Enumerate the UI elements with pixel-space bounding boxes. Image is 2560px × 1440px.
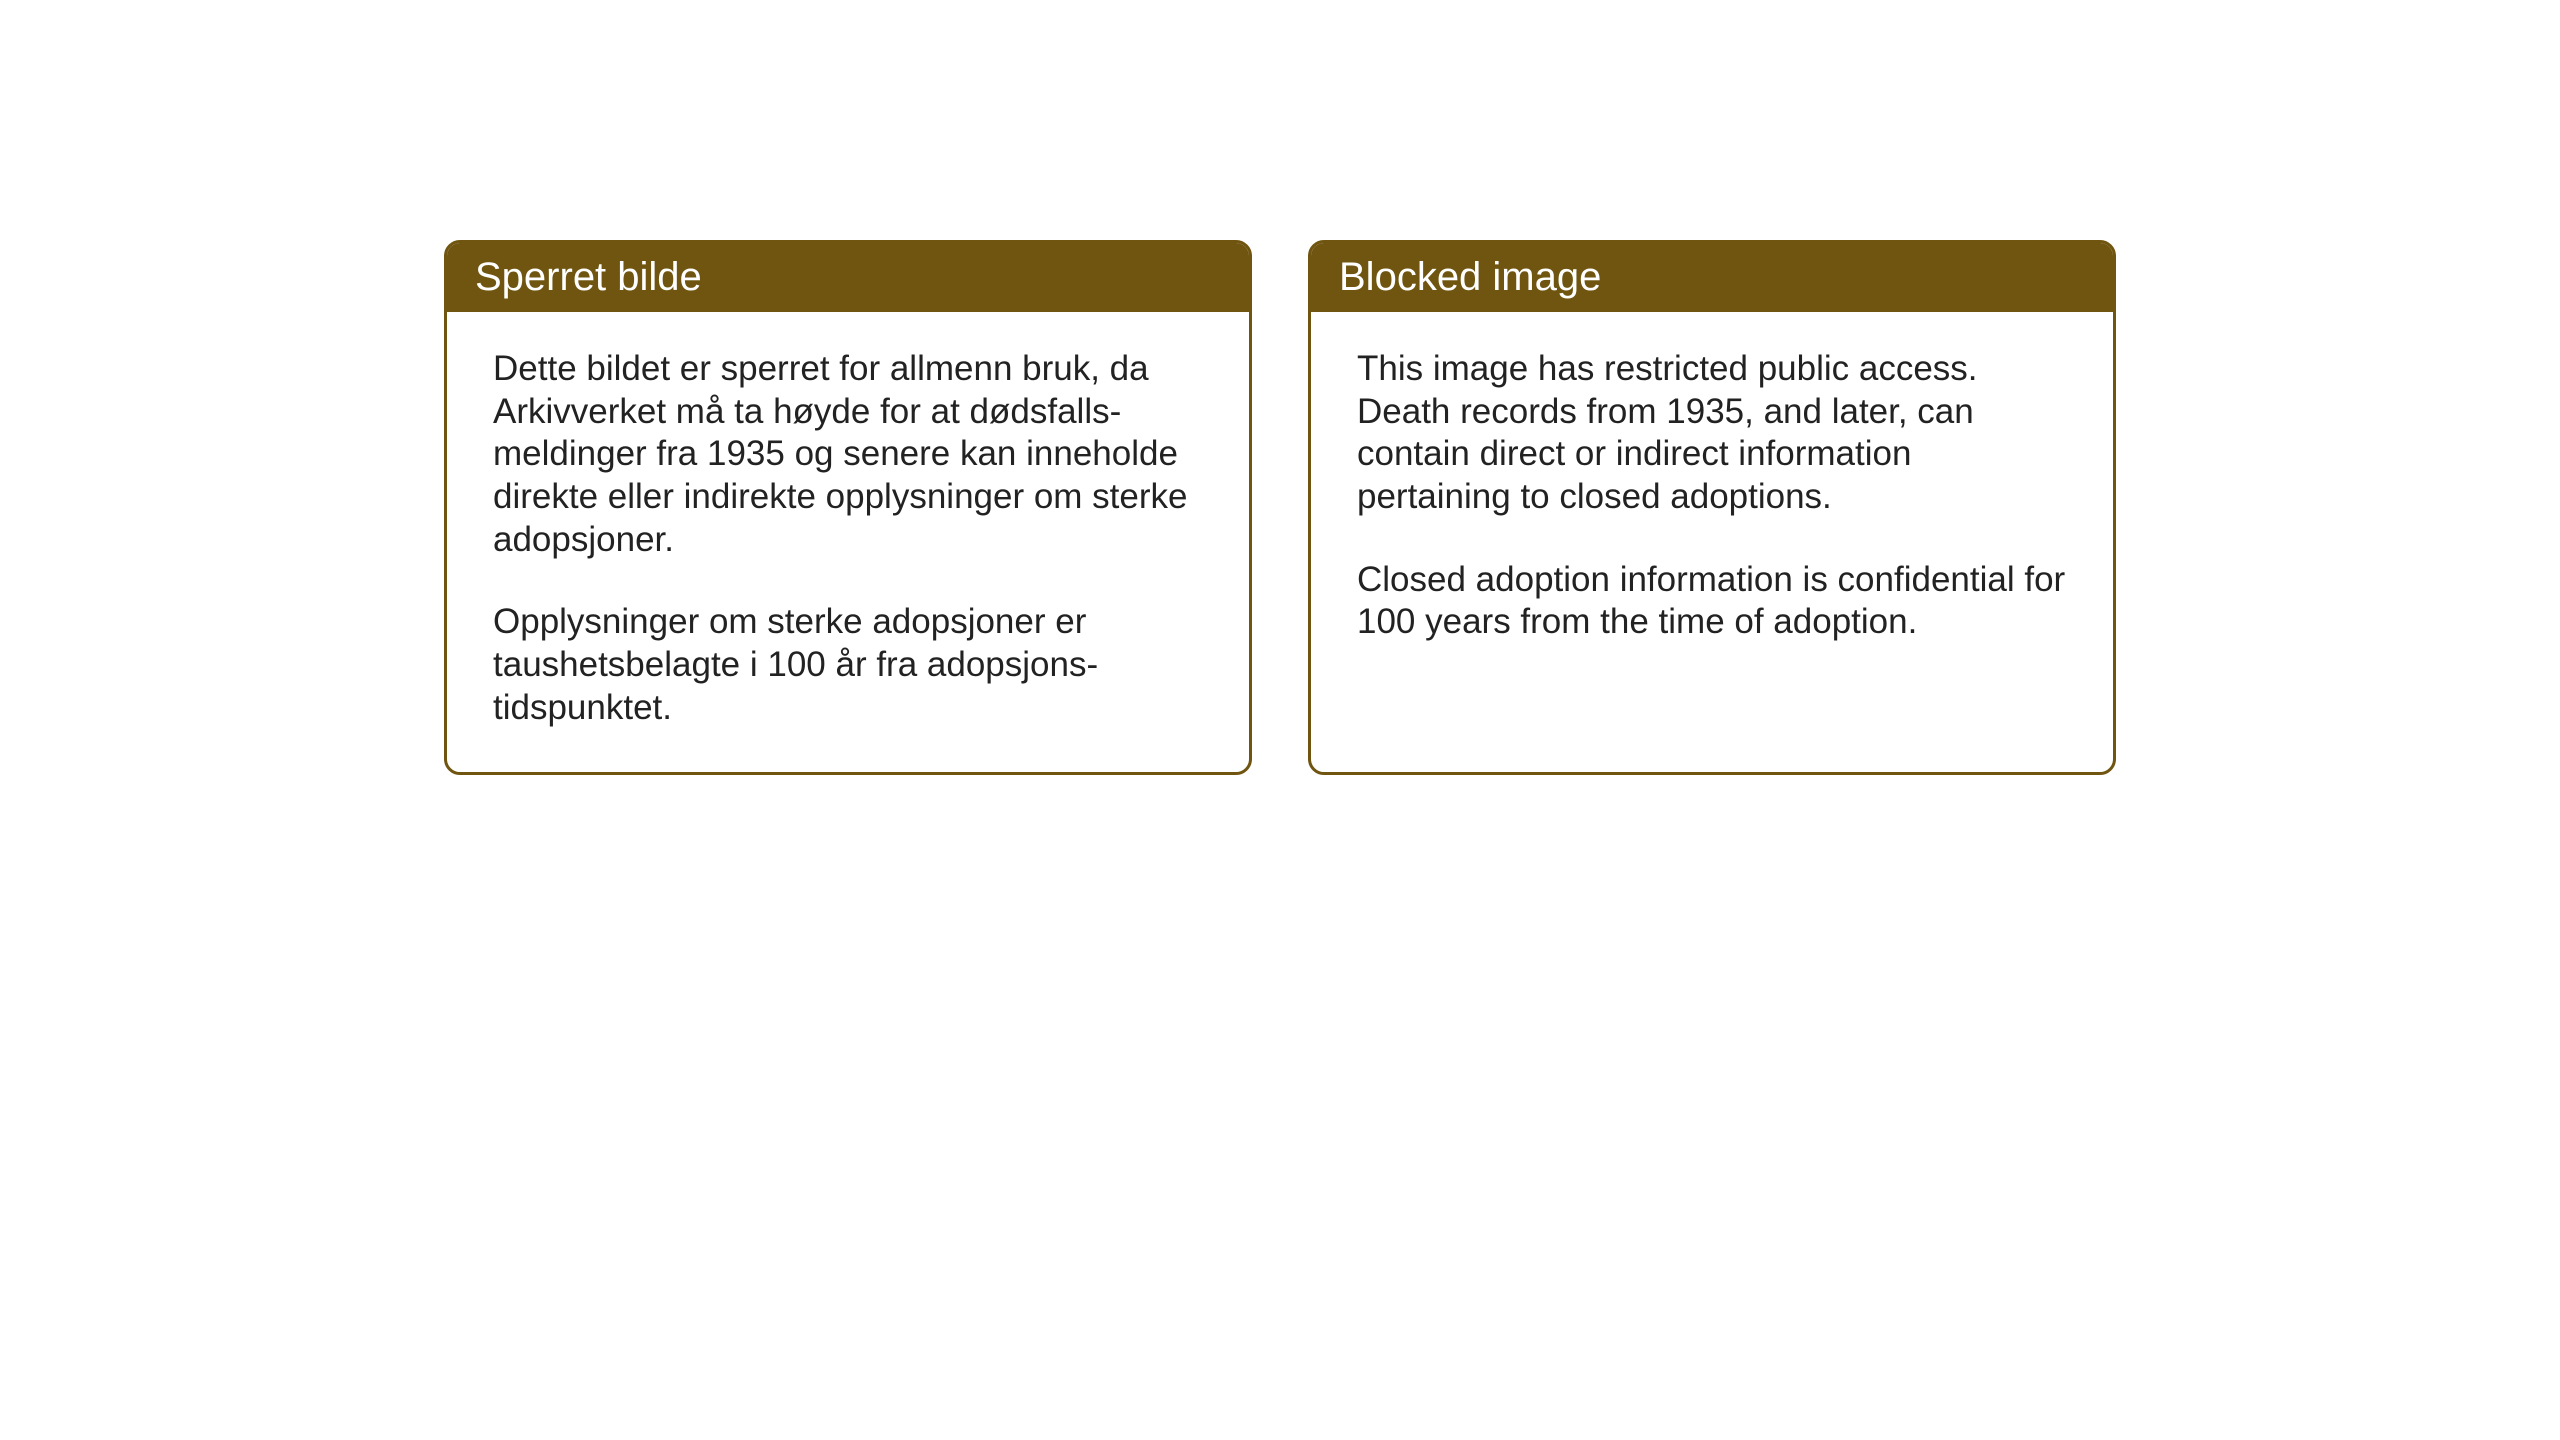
- notice-container: Sperret bilde Dette bildet er sperret fo…: [444, 240, 2116, 775]
- card-body-english: This image has restricted public access.…: [1311, 312, 2113, 752]
- card-body-norwegian: Dette bildet er sperret for allmenn bruk…: [447, 312, 1249, 772]
- card-title-norwegian: Sperret bilde: [475, 255, 702, 299]
- card-paragraph-1-english: This image has restricted public access.…: [1357, 348, 2067, 519]
- notice-card-english: Blocked image This image has restricted …: [1308, 240, 2116, 775]
- card-paragraph-2-norwegian: Opplysninger om sterke adopsjoner er tau…: [493, 601, 1203, 729]
- notice-card-norwegian: Sperret bilde Dette bildet er sperret fo…: [444, 240, 1252, 775]
- card-paragraph-2-english: Closed adoption information is confident…: [1357, 559, 2067, 644]
- card-paragraph-1-norwegian: Dette bildet er sperret for allmenn bruk…: [493, 348, 1203, 561]
- card-header-english: Blocked image: [1311, 243, 2113, 312]
- card-title-english: Blocked image: [1339, 255, 1601, 299]
- card-header-norwegian: Sperret bilde: [447, 243, 1249, 312]
